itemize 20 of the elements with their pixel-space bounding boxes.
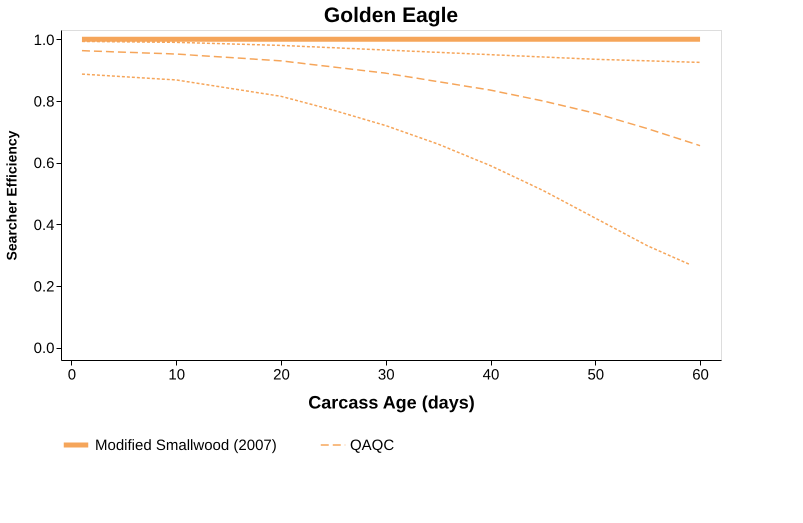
y-tick-label: 0.2: [34, 278, 54, 296]
x-axis-title: Carcass Age (days): [308, 392, 475, 412]
x-tick-label: 0: [68, 366, 76, 384]
chart-title: Golden Eagle: [324, 4, 458, 27]
x-tick-label: 30: [378, 366, 395, 384]
legend-label: QAQC: [350, 437, 394, 454]
y-tick-label: 0.8: [34, 93, 54, 110]
x-tick-label: 60: [692, 366, 709, 384]
x-tick-label: 40: [482, 366, 500, 384]
line-series: [81, 73, 690, 266]
line-series: [81, 50, 701, 146]
x-tick-label: 50: [587, 366, 604, 384]
y-tick-label: 0.4: [34, 216, 54, 234]
y-axis-title: Searcher Efficiency: [4, 130, 20, 260]
y-tick-label: 0.0: [34, 340, 54, 358]
x-tick-label: 20: [273, 366, 290, 384]
y-tick-label: 0.6: [34, 155, 54, 172]
x-tick-label: 10: [168, 366, 186, 384]
legend-label: Modified Smallwood (2007): [95, 437, 277, 454]
y-tick-label: 1.0: [34, 32, 54, 49]
